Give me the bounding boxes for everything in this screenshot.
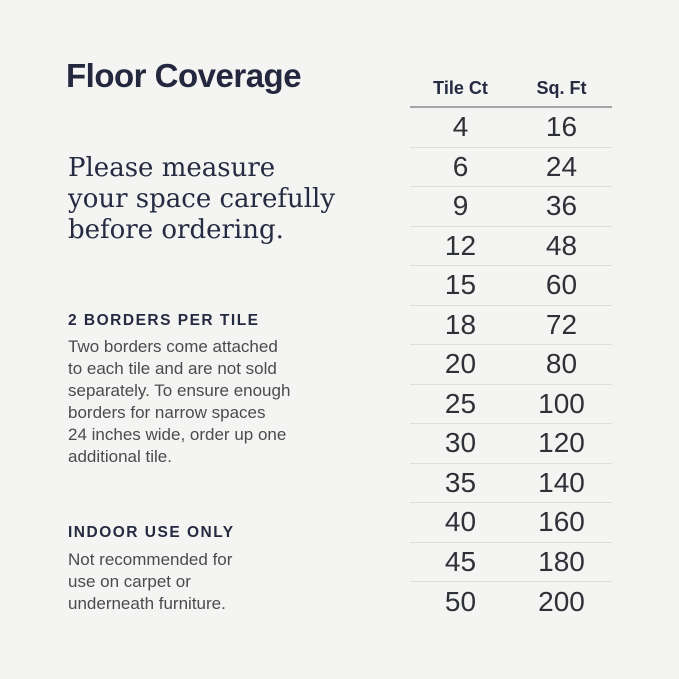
col-header-sq-ft: Sq. Ft	[536, 77, 587, 98]
indoor-use-heading: INDOOR USE ONLY	[68, 524, 235, 541]
table-cell: 48	[545, 229, 578, 261]
table-cell: 6	[452, 150, 469, 182]
table-row: 50 200	[410, 582, 612, 622]
table-cell: 4	[452, 111, 469, 143]
table-cell: 60	[545, 269, 578, 301]
table-row: 30 120	[410, 424, 612, 464]
table-row: 9 36	[410, 187, 612, 227]
measure-notice: Please measure your space carefully befo…	[68, 153, 336, 245]
coverage-table: Tile Ct Sq. Ft 4 16 6 24 9 36 12 48 15 60 18 72 20 80…	[410, 70, 612, 622]
table-cell: 140	[538, 466, 585, 498]
table-cell: 18	[444, 308, 477, 340]
table-cell: 15	[444, 269, 477, 301]
table-cell: 16	[545, 111, 578, 143]
table-cell: 80	[545, 348, 578, 380]
table-cell: 100	[538, 387, 585, 419]
table-cell: 12	[444, 229, 477, 261]
table-row: 15 60	[410, 266, 612, 306]
table-cell: 36	[545, 190, 578, 222]
table-row: 12 48	[410, 227, 612, 266]
table-cell: 200	[538, 585, 585, 617]
table-row: 25 100	[410, 385, 612, 424]
table-row: 40 160	[410, 503, 612, 543]
borders-per-tile-heading: 2 BORDERS PER TILE	[68, 312, 260, 329]
coverage-table-header: Tile Ct Sq. Ft	[410, 70, 612, 108]
table-cell: 120	[538, 427, 585, 459]
table-cell: 40	[444, 506, 477, 538]
table-row: 45 180	[410, 543, 612, 582]
borders-per-tile-body: Two borders come attached to each tile a…	[68, 337, 291, 466]
table-row: 20 80	[410, 345, 612, 385]
table-cell: 160	[538, 506, 585, 538]
table-row: 6 24	[410, 148, 612, 187]
col-header-tile-ct: Tile Ct	[433, 77, 488, 98]
page-title: Floor Coverage	[66, 57, 302, 94]
table-row: 18 72	[410, 306, 612, 345]
table-cell: 45	[444, 545, 477, 577]
table-cell: 35	[444, 466, 477, 498]
table-cell: 24	[545, 150, 578, 182]
table-cell: 30	[444, 427, 477, 459]
coverage-table-body: 4 16 6 24 9 36 12 48 15 60 18 72 20 80 25 100 30 120 35 140…	[410, 108, 612, 622]
table-cell: 9	[452, 190, 469, 222]
table-row: 35 140	[410, 464, 612, 503]
table-row: 4 16	[410, 108, 612, 148]
table-cell: 20	[444, 348, 477, 380]
indoor-use-body: Not recommended for use on carpet or und…	[68, 550, 233, 613]
table-cell: 72	[545, 308, 578, 340]
table-cell: 50	[444, 585, 477, 617]
table-cell: 25	[444, 387, 477, 419]
table-cell: 180	[538, 545, 585, 577]
